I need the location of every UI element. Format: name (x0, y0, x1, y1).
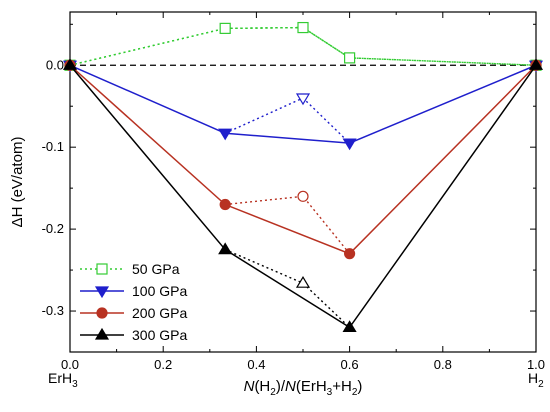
series-50-gpa (64, 21, 542, 71)
x-axis-label-part: (H (254, 378, 270, 395)
end-label-right-base: H (528, 370, 538, 386)
data-point (62, 58, 78, 70)
legend-item: 300 GPa (80, 327, 187, 343)
data-point (297, 21, 309, 34)
x-axis-label-part: 2 (352, 387, 358, 398)
legend-item: 100 GPa (80, 283, 187, 299)
data-point (297, 190, 309, 202)
plot-frame (69, 11, 537, 353)
end-label-left-base: ErH (48, 370, 72, 386)
legend-marker (94, 286, 110, 299)
x-axis-label-part: 3 (327, 387, 333, 398)
end-label-right-sub: 2 (538, 379, 544, 390)
x-axis-label-part: +H (332, 378, 352, 395)
data-point (342, 138, 357, 151)
y-tick-label: -0.1 (42, 139, 64, 154)
end-label-left-sub: 3 (72, 379, 78, 390)
series-group (62, 21, 544, 333)
dotted-line (224, 97, 351, 144)
x-tick-label: 0.4 (247, 357, 265, 372)
data-point (344, 248, 356, 260)
x-axis-label: N(H2)/N(ErH3+H2) (244, 378, 363, 398)
dotted-line (69, 26, 537, 66)
legend-marker (96, 307, 108, 319)
x-tick-label: 0.0 (61, 357, 79, 372)
dotted-line (69, 26, 304, 66)
series-300-gpa (62, 58, 544, 333)
dotted-line (302, 26, 537, 66)
legend-label: 100 GPa (132, 283, 187, 299)
data-point (344, 52, 356, 64)
data-point (342, 320, 357, 333)
end-label-right: H2 (528, 370, 544, 390)
data-point (219, 22, 231, 34)
data-point (218, 242, 233, 255)
x-tick-label: 1.0 (527, 357, 545, 372)
dotted-line (225, 26, 350, 59)
legend-marker (96, 263, 108, 275)
x-axis-label-part: 2 (270, 387, 276, 398)
y-tick-label: -0.2 (42, 221, 64, 236)
dotted-line (225, 195, 351, 255)
x-axis-label-part: (ErH (296, 378, 327, 395)
data-point (219, 198, 231, 211)
hull-line (69, 64, 537, 144)
series-100-gpa (62, 60, 544, 151)
end-label-left: ErH3 (48, 370, 78, 390)
legend-item: 50 GPa (80, 261, 180, 277)
hull-line (69, 64, 537, 329)
legend-marker (94, 327, 110, 340)
legend-label: 50 GPa (132, 261, 180, 277)
data-point (218, 128, 233, 141)
legend-label: 300 GPa (132, 327, 187, 343)
data-point (295, 276, 311, 288)
hull-line (69, 64, 537, 255)
axis-labels: ΔH (eV/atom)N(H2)/N(ErH3+H2)ErH3 H2 (9, 137, 544, 398)
x-tick-label: 0.8 (434, 357, 452, 372)
legend-item: 200 GPa (80, 305, 187, 321)
y-tick-label: -0.3 (42, 303, 64, 318)
data-point (528, 58, 544, 70)
x-tick-label: 0.6 (341, 357, 359, 372)
y-axis-label: ΔH (eV/atom) (9, 137, 26, 228)
x-axis-label-part: ) (357, 378, 362, 395)
x-axis-label-part: N (285, 378, 296, 395)
x-axis-label-part: N (244, 378, 255, 395)
x-tick-label: 0.2 (154, 357, 172, 372)
legend: 50 GPa 100 GPa 200 GPa 300 GPa (80, 261, 187, 343)
data-point (295, 93, 311, 106)
y-tick-label: 0.0 (46, 57, 64, 72)
axis-ticks: 0.0 0.2 0.4 0.6 0.8 1.0 0.0 -0.1 -0.2 -0.3 (42, 12, 545, 372)
x-axis-label-part: )/ (276, 378, 286, 395)
legend-label: 200 GPa (132, 305, 187, 321)
